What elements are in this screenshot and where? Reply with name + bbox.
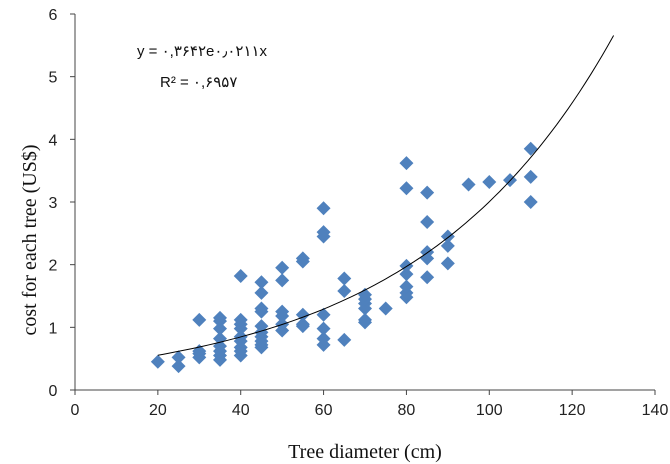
data-point bbox=[213, 321, 227, 336]
data-point bbox=[295, 251, 310, 266]
y-tick-label: 5 bbox=[49, 70, 58, 87]
data-point bbox=[150, 354, 165, 369]
data-point bbox=[171, 350, 186, 365]
data-point bbox=[399, 267, 414, 282]
data-point bbox=[275, 304, 290, 319]
data-point bbox=[316, 225, 331, 240]
tick-marks: 0 20 40 60 80 100 120 140 0 1 2 3 4 5 6 bbox=[49, 7, 669, 419]
data-point bbox=[295, 317, 310, 332]
data-point bbox=[316, 321, 331, 336]
x-tick-label: 120 bbox=[559, 402, 586, 419]
data-point bbox=[254, 301, 269, 316]
x-tick-label: 80 bbox=[398, 402, 416, 419]
data-point bbox=[337, 283, 352, 298]
data-point bbox=[233, 268, 248, 283]
data-point bbox=[275, 273, 290, 288]
data-points bbox=[150, 141, 538, 374]
data-point bbox=[213, 331, 227, 346]
data-point bbox=[440, 238, 455, 253]
y-tick-label: 6 bbox=[49, 7, 58, 24]
y-tick-label: 2 bbox=[49, 258, 58, 275]
trendline-r-squared: R² = ۰,۶۹۵۷ bbox=[160, 74, 237, 91]
axes bbox=[74, 14, 655, 391]
data-point bbox=[440, 256, 455, 271]
data-point bbox=[213, 310, 227, 325]
x-tick-label: 100 bbox=[476, 402, 503, 419]
data-point bbox=[420, 185, 435, 200]
data-point bbox=[378, 301, 393, 316]
data-point bbox=[316, 331, 331, 346]
data-point bbox=[254, 275, 269, 290]
data-point bbox=[316, 201, 331, 216]
data-point bbox=[482, 174, 497, 189]
data-point bbox=[399, 156, 414, 171]
x-tick-label: 140 bbox=[642, 402, 669, 419]
x-axis-title: Tree diameter (cm) bbox=[288, 441, 442, 463]
data-point bbox=[275, 260, 290, 275]
data-point bbox=[171, 359, 186, 374]
trendline-equation: y = ۰,۳۶۴۲e۰٫۰۲۱۱x bbox=[137, 43, 268, 60]
data-point bbox=[523, 141, 538, 156]
data-point bbox=[399, 279, 414, 294]
y-tick-label: 0 bbox=[49, 383, 58, 400]
x-tick-label: 20 bbox=[149, 402, 167, 419]
data-point bbox=[420, 270, 435, 285]
data-point bbox=[254, 285, 269, 300]
data-point bbox=[233, 312, 248, 327]
data-point bbox=[523, 169, 538, 184]
data-point bbox=[337, 271, 352, 286]
data-point bbox=[358, 312, 372, 327]
y-axis-title: cost for each tree (US$) bbox=[19, 144, 41, 335]
data-point bbox=[399, 181, 414, 196]
data-point bbox=[461, 177, 476, 192]
x-tick-label: 60 bbox=[315, 402, 333, 419]
data-point bbox=[420, 215, 435, 230]
exponential-trendline bbox=[157, 35, 615, 356]
y-tick-label: 1 bbox=[49, 320, 58, 337]
data-point bbox=[337, 332, 352, 347]
data-point bbox=[523, 195, 538, 209]
x-tick-label: 0 bbox=[71, 402, 80, 419]
x-tick-label: 40 bbox=[232, 402, 250, 419]
y-tick-label: 4 bbox=[49, 132, 58, 149]
y-tick-label: 3 bbox=[49, 195, 58, 212]
data-point bbox=[192, 312, 207, 327]
data-point bbox=[316, 307, 331, 322]
